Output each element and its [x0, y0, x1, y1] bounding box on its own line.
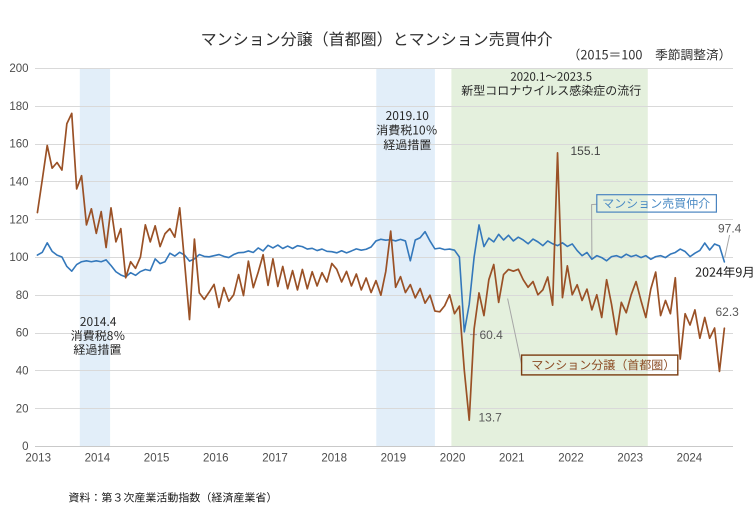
svg-text:62.3: 62.3 [716, 305, 740, 319]
svg-text:2016: 2016 [203, 453, 229, 465]
svg-text:2020: 2020 [440, 453, 466, 465]
svg-text:2014: 2014 [85, 453, 111, 465]
svg-text:2022: 2022 [558, 453, 584, 465]
svg-text:80: 80 [16, 290, 29, 302]
svg-text:120: 120 [9, 214, 28, 226]
svg-text:200: 200 [9, 63, 28, 75]
svg-text:2021: 2021 [499, 453, 525, 465]
svg-text:160: 160 [9, 139, 28, 151]
svg-text:2015: 2015 [144, 453, 170, 465]
svg-text:20: 20 [16, 403, 29, 415]
svg-text:97.4: 97.4 [718, 222, 742, 236]
svg-text:0: 0 [22, 441, 28, 453]
svg-text:40: 40 [16, 366, 29, 378]
svg-text:2019: 2019 [381, 453, 407, 465]
svg-text:60.4: 60.4 [480, 328, 504, 342]
svg-text:2023: 2023 [617, 453, 643, 465]
svg-text:2013: 2013 [25, 453, 51, 465]
svg-text:100: 100 [9, 252, 28, 264]
svg-text:60: 60 [16, 328, 29, 340]
svg-text:2018: 2018 [321, 453, 347, 465]
svg-text:180: 180 [9, 101, 28, 113]
svg-text:13.7: 13.7 [479, 411, 503, 425]
svg-text:140: 140 [9, 177, 28, 189]
svg-text:155.1: 155.1 [571, 144, 601, 158]
svg-text:2017: 2017 [262, 453, 288, 465]
svg-text:2024: 2024 [677, 453, 703, 465]
